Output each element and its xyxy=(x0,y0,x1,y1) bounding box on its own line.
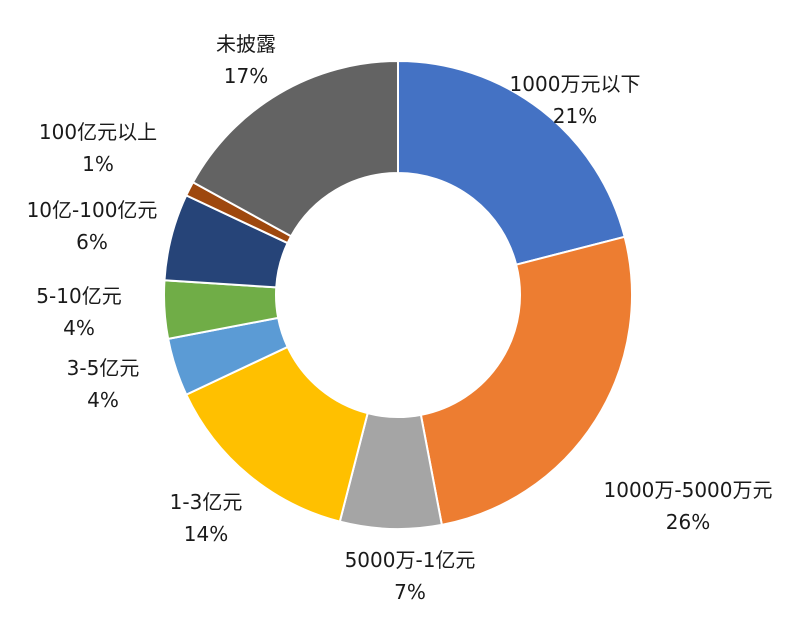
value-label: 21% xyxy=(552,104,598,128)
value-label: 7% xyxy=(394,580,426,604)
data-label-4: 1-3亿元 14% xyxy=(170,492,243,544)
value-label: 26% xyxy=(665,510,711,534)
category-label: 未披露 xyxy=(216,32,276,56)
category-label: 100亿元以上 xyxy=(38,120,158,144)
donut-slice-1 xyxy=(397,59,626,266)
category-label: 5-10亿元 xyxy=(36,284,122,308)
donut-slice-2 xyxy=(419,235,633,527)
category-label: 3-5亿元 xyxy=(66,356,140,380)
data-label-8: 100亿元以上 1% xyxy=(39,122,157,174)
data-label-6: 5-10亿元 4% xyxy=(36,286,121,338)
value-label: 1% xyxy=(82,152,114,176)
donut-slice-9 xyxy=(191,59,399,238)
value-label: 14% xyxy=(183,522,229,546)
data-label-7: 10亿-100亿元 6% xyxy=(27,200,158,252)
category-label: 1000万-5000万元 xyxy=(603,478,773,502)
value-label: 4% xyxy=(87,388,119,412)
category-label: 1000万元以下 xyxy=(509,72,641,96)
category-label: 1-3亿元 xyxy=(169,490,243,514)
value-label: 17% xyxy=(223,64,269,88)
data-label-3: 5000万-1亿元 7% xyxy=(345,550,476,602)
data-label-1: 1000万元以下 21% xyxy=(510,74,641,126)
category-label: 5000万-1亿元 xyxy=(344,548,476,572)
value-label: 4% xyxy=(63,316,95,340)
category-label: 10亿-100亿元 xyxy=(26,198,158,222)
donut-slice-4 xyxy=(184,345,369,523)
data-label-2: 1000万-5000万元 26% xyxy=(603,480,772,532)
data-label-5: 3-5亿元 4% xyxy=(67,358,140,410)
value-label: 6% xyxy=(76,230,108,254)
data-label-9: 未披露 17% xyxy=(216,34,276,86)
